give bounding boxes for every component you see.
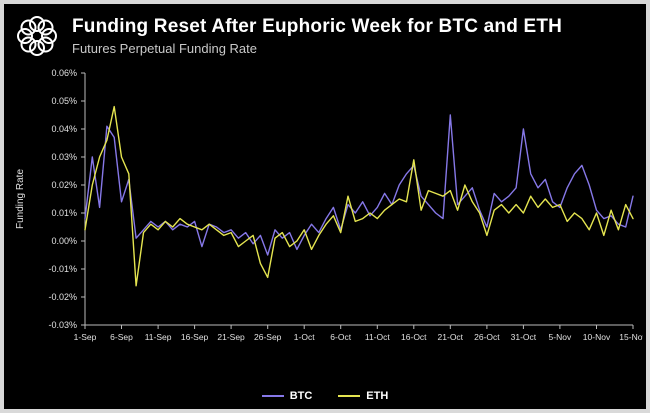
x-tick-label: 26-Oct (474, 332, 500, 342)
y-tick-label: -0.03% (48, 320, 77, 330)
chart-area: Funding Rate 0.06% 0.05% 0.04% 0.03% 0.02% 0.0… (4, 59, 646, 387)
chart-legend: BTC ETH (4, 383, 646, 409)
funding-rate-chart-svg: Funding Rate 0.06% 0.05% 0.04% 0.03% 0.02% 0.0… (15, 68, 646, 342)
legend-item-eth: ETH (338, 390, 388, 402)
x-tick-label: 21-Oct (438, 332, 464, 342)
y-tick-label: 0.06% (51, 68, 77, 78)
x-tick-label: 1-Oct (294, 332, 315, 342)
x-tick-label: 5-Nov (549, 332, 572, 342)
x-tick-label: 15-Nov (619, 332, 643, 342)
series-line-btc (84, 114, 634, 256)
x-tick-label: 10-Nov (583, 332, 611, 342)
x-tick-label: 11-Sep (145, 332, 172, 342)
x-tick-label: 11-Oct (365, 332, 391, 342)
x-tick-label: 21-Sep (217, 332, 245, 342)
y-tick-label: 0.05% (51, 96, 77, 106)
x-tick-label: 31-Oct (511, 332, 537, 342)
y-tick-label: 0.03% (51, 152, 77, 162)
title-block: Funding Reset After Euphoric Week for BT… (72, 16, 562, 56)
x-tick-label: 1-Sep (74, 332, 97, 342)
x-tick-label: 16-Sep (181, 332, 209, 342)
eth-line-swatch (338, 395, 361, 397)
y-tick-label: 0.04% (51, 124, 77, 134)
legend-item-btc: BTC (261, 390, 313, 402)
funding-rate-chart: Funding Rate 0.06% 0.05% 0.04% 0.03% 0.02% 0.0… (7, 63, 646, 364)
x-tick-label: 26-Sep (254, 332, 282, 342)
y-axis-title: Funding Rate (15, 169, 26, 229)
chart-card: Funding Reset After Euphoric Week for BT… (4, 4, 646, 409)
y-tick-label: 0.01% (51, 208, 77, 218)
knot-logo-icon (17, 16, 57, 56)
series-line-eth (84, 105, 634, 287)
chart-subtitle: Futures Perpetual Funding Rate (72, 40, 257, 56)
y-tick-label: -0.01% (48, 264, 77, 274)
brand-logo (14, 13, 60, 59)
btc-legend-label: BTC (289, 390, 313, 402)
chart-title: Funding Reset After Euphoric Week for BT… (72, 16, 563, 38)
x-tick-label: 6-Oct (330, 332, 351, 342)
y-tick-label: 0.02% (51, 180, 77, 190)
y-tick-label: 0.00% (51, 236, 77, 246)
x-tick-label: 16-Oct (401, 332, 427, 342)
btc-line-swatch (261, 395, 284, 397)
x-tick-label: 6-Sep (110, 332, 133, 342)
header: Funding Reset After Euphoric Week for BT… (4, 4, 646, 59)
eth-legend-label: ETH (366, 390, 389, 402)
y-tick-label: -0.02% (48, 292, 77, 302)
